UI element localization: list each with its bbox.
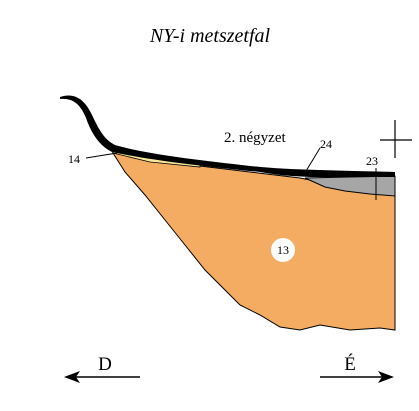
layer-marker — [271, 238, 295, 262]
layer-label: 13 — [277, 243, 289, 257]
arrow-head — [378, 371, 394, 383]
area-label: 2. négyzet — [224, 130, 286, 146]
title: NY-i metszetfal — [149, 25, 271, 47]
direction-label: É — [344, 353, 356, 375]
layer-label: 23 — [366, 154, 378, 168]
leader-line — [302, 147, 321, 177]
direction-label: D — [98, 354, 112, 375]
layer-black — [60, 95, 395, 178]
layer-label: 24 — [320, 137, 332, 151]
leader-line — [85, 152, 118, 159]
layer-label: 14 — [68, 152, 80, 166]
arrow-head — [64, 371, 80, 383]
